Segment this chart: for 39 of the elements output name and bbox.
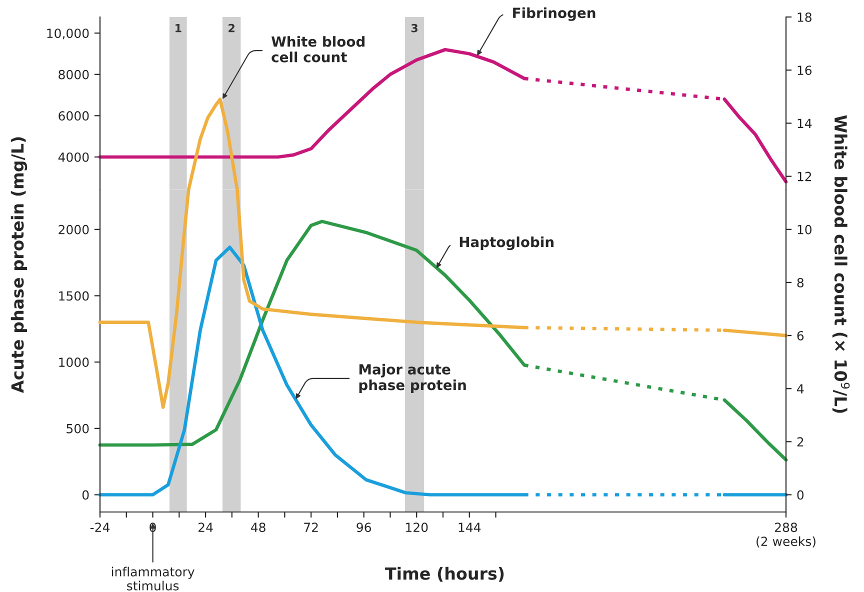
x-tick-label: 24 [198,522,213,532]
y-tick-label: 2000 [58,224,89,234]
annotation: White blood cell count [271,36,365,62]
y-tick-label: 0 [82,490,89,500]
x-tick-label: 96 [356,522,372,532]
y-tick-label: 4000 [58,152,89,162]
x-tick-label: 0 [150,522,156,532]
x-tick-label: 72 [304,522,318,532]
y-tick-label: 6000 [58,111,89,121]
y-tick-label: 10,000 [47,28,89,40]
y-tick-label: 8000 [58,70,89,80]
annotation: Fibrinogen [513,7,596,21]
y2-tick-label: 8 [797,278,804,288]
text: inflammatory stimulus [112,566,194,590]
band-label: 1 [176,24,182,32]
x-axis-title: Time (hours) [385,566,504,582]
y2-tick-label: 2 [797,437,804,446]
y2-tick-label: 0 [797,490,804,500]
x-tick-label: 144 [458,522,481,532]
y-tick-label: 1500 [59,291,89,301]
y2-tick-label: 6 [797,331,804,340]
band-label: 2 [228,24,234,32]
y-tick-label: 500 [66,424,89,434]
band-label: 3 [411,24,418,32]
y-tick-label: 1000 [59,358,89,368]
annotation: Haptoglobin [460,236,554,250]
y2-tick-label: 4 [797,384,804,394]
x-tick-label: 120 [406,522,428,532]
y2-tick-label: 12 [798,172,812,182]
y2-tick-label: 10 [798,224,812,234]
y2-axis-title: White blood cell count (× 10$^{9}$/L) [832,115,850,413]
annotation: Major acute phase protein [359,364,466,393]
y2-tick-label: 14 [798,118,812,128]
x-tick-label: 288 (2 weeks) [756,522,816,548]
x-tick-label: -24 [90,522,110,532]
y2-tick-label: 16 [798,66,812,76]
y-axis-title: Acute phase protein (mg/L) [10,137,28,394]
y2-tick-label: 18 [798,12,812,22]
x-tick-label: 48 [250,522,266,532]
